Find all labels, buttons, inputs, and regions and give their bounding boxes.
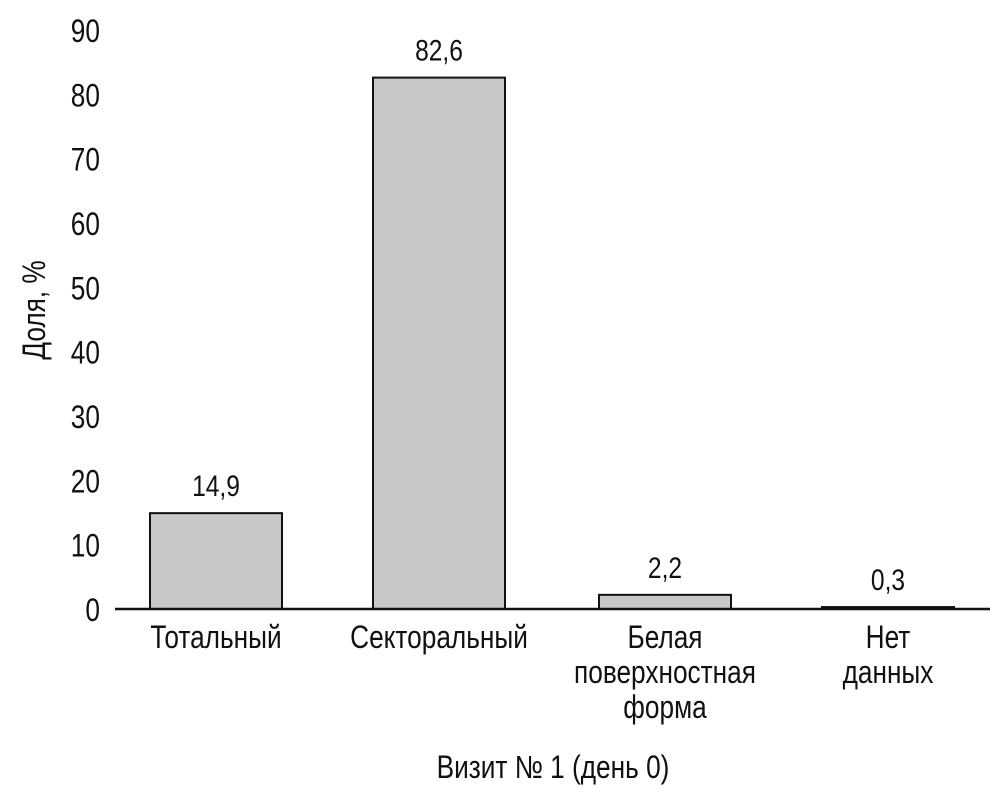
x-tick-label: Нет: [866, 621, 911, 656]
bar-value-label: 82,6: [415, 33, 463, 67]
y-tick-label: 80: [71, 79, 100, 114]
bar-value-label: 14,9: [192, 469, 240, 503]
y-tick-label: 10: [71, 529, 100, 564]
x-tick-label: Тотальный: [150, 621, 281, 656]
x-tick-label: данных: [843, 656, 934, 691]
x-tick-label: Секторальный: [350, 621, 528, 656]
bar: [149, 512, 283, 610]
y-axis-label: Доля, %: [18, 260, 53, 359]
y-tick-label: 50: [71, 272, 100, 307]
x-axis-label: Визит № 1 (день 0): [437, 751, 670, 786]
bar-value-label: 0,3: [871, 563, 905, 597]
y-tick-label: 70: [71, 143, 100, 178]
y-tick-label: 90: [71, 15, 100, 50]
y-tick-label: 30: [71, 401, 100, 436]
bar: [598, 593, 732, 611]
bar-value-label: 2,2: [648, 551, 682, 585]
x-tick-label: Белая: [627, 621, 702, 656]
x-tick-label: форма: [623, 691, 707, 726]
y-tick-label: 0: [85, 594, 100, 629]
bar: [372, 76, 506, 610]
x-tick-label: поверхностная: [574, 656, 756, 691]
y-tick-label: 40: [71, 336, 100, 371]
y-tick-label: 60: [71, 208, 100, 243]
y-tick-label: 20: [71, 465, 100, 500]
